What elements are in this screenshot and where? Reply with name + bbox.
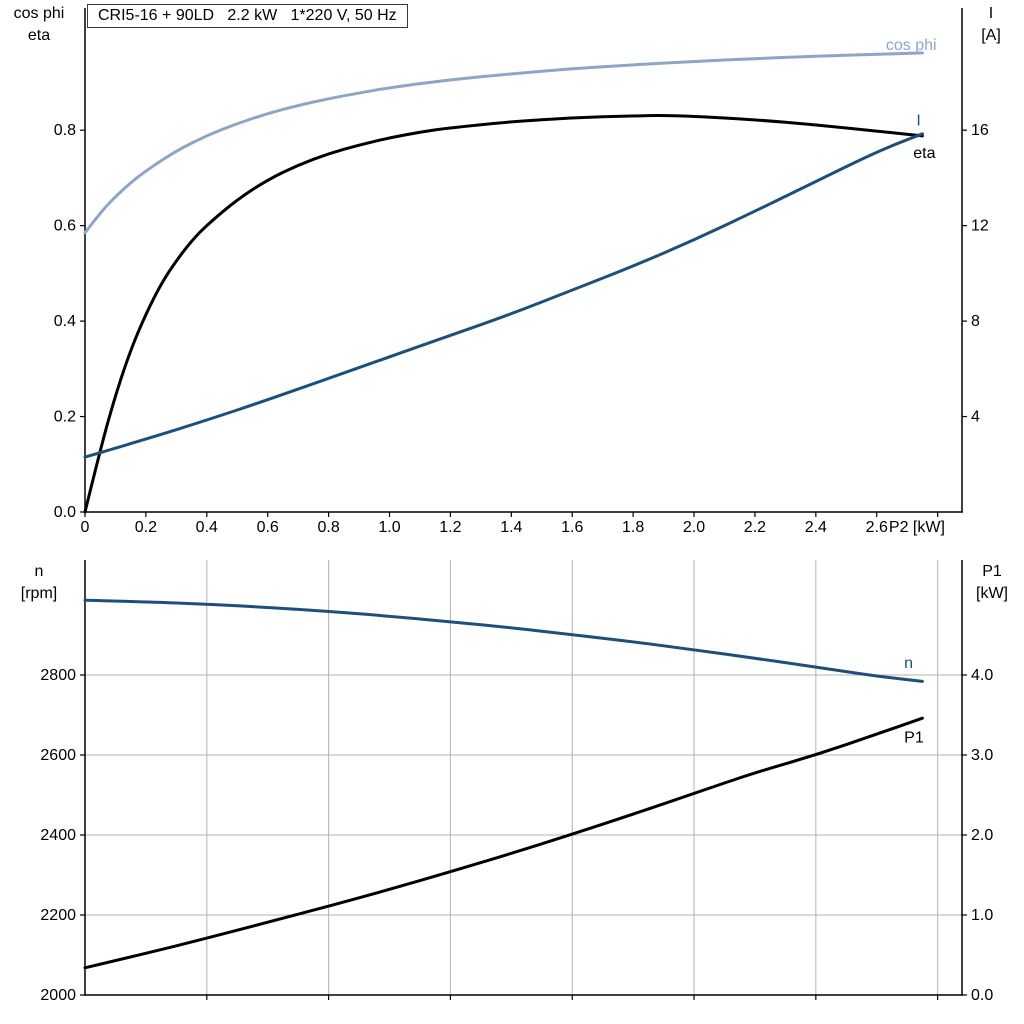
gridlines	[85, 560, 962, 995]
lower-chart: 2000 2200 2400 2600 2800 0.0 1.0 2.0 3.0 4.0 n P1	[40, 560, 993, 1004]
axis-title-p1-unit: [kW]	[976, 585, 1008, 602]
svg-text:1.4: 1.4	[500, 519, 522, 536]
svg-text:0.6: 0.6	[257, 519, 279, 536]
svg-text:2.6: 2.6	[866, 519, 888, 536]
curve-cos-phi	[83, 51, 924, 235]
axis-title-p1: P1	[982, 563, 1002, 580]
curve-i	[83, 132, 924, 459]
svg-text:4: 4	[971, 409, 980, 426]
svg-text:0.4: 0.4	[54, 313, 76, 330]
svg-text:0.8: 0.8	[317, 519, 339, 536]
curve-eta	[83, 114, 924, 514]
axis-title-speed-unit: [rpm]	[20, 585, 58, 602]
curve-label-eta: eta	[913, 145, 935, 162]
svg-text:0.4: 0.4	[196, 519, 218, 536]
svg-text:0.2: 0.2	[54, 409, 76, 426]
svg-text:1.2: 1.2	[439, 519, 461, 536]
svg-text:2.0: 2.0	[971, 827, 993, 844]
svg-text:1.0: 1.0	[378, 519, 400, 536]
tick-labels: 0 0.2 0.4 0.6 0.8 1.0 1.2 1.4 1.6 1.8 2.0 2.2 2.4 2.6…	[54, 122, 989, 536]
upper-right-axis-title: I [A]	[962, 3, 1020, 47]
curve-label-p1: P1	[904, 729, 924, 746]
svg-text:0.2: 0.2	[135, 519, 157, 536]
svg-text:P2 [kW]: P2 [kW]	[889, 519, 945, 536]
upper-left-axis-title: cos phi eta	[6, 3, 72, 47]
curve-label-cos-phi: cos phi	[886, 37, 937, 54]
svg-text:1.6: 1.6	[561, 519, 583, 536]
svg-text:0.8: 0.8	[54, 122, 76, 139]
svg-text:0: 0	[81, 519, 90, 536]
axis-title-current: I	[988, 5, 994, 22]
curve-p1	[83, 716, 924, 970]
axes	[80, 560, 967, 1000]
svg-text:2600: 2600	[40, 747, 76, 764]
svg-text:2.2: 2.2	[744, 519, 766, 536]
axis-title-cos-phi: cos phi	[13, 5, 65, 22]
chart-title: CRI5-16 + 90LD 2.2 kW 1*220 V, 50 Hz	[87, 4, 408, 28]
svg-text:2.0: 2.0	[683, 519, 705, 536]
svg-text:16: 16	[971, 122, 989, 139]
svg-text:2.4: 2.4	[805, 519, 827, 536]
svg-text:1.8: 1.8	[622, 519, 644, 536]
svg-text:8: 8	[971, 313, 980, 330]
curve-n	[83, 598, 924, 683]
axis-title-current-unit: [A]	[981, 27, 1001, 44]
svg-text:0.6: 0.6	[54, 218, 76, 235]
curve-label-n: n	[904, 655, 913, 672]
lower-right-axis-title: P1 [kW]	[962, 561, 1022, 605]
tick-labels: 2000 2200 2400 2600 2800 0.0 1.0 2.0 3.0 4.0	[40, 667, 993, 1004]
axes	[80, 8, 967, 517]
curve-label-i: I	[916, 113, 920, 130]
lower-left-axis-title: n [rpm]	[6, 561, 72, 605]
svg-text:2200: 2200	[40, 907, 76, 924]
svg-text:12: 12	[971, 218, 989, 235]
svg-text:0.0: 0.0	[971, 987, 993, 1004]
axis-title-eta: eta	[27, 27, 51, 44]
svg-text:2400: 2400	[40, 827, 76, 844]
upper-chart: 0 0.2 0.4 0.6 0.8 1.0 1.2 1.4 1.6 1.8 2.0 2.2 2.4 2.6…	[54, 8, 989, 536]
svg-text:4.0: 4.0	[971, 667, 993, 684]
svg-text:2800: 2800	[40, 667, 76, 684]
axis-title-speed: n	[34, 563, 44, 580]
svg-text:1.0: 1.0	[971, 907, 993, 924]
svg-text:0.0: 0.0	[54, 504, 76, 521]
svg-text:2000: 2000	[40, 987, 76, 1004]
svg-text:3.0: 3.0	[971, 747, 993, 764]
